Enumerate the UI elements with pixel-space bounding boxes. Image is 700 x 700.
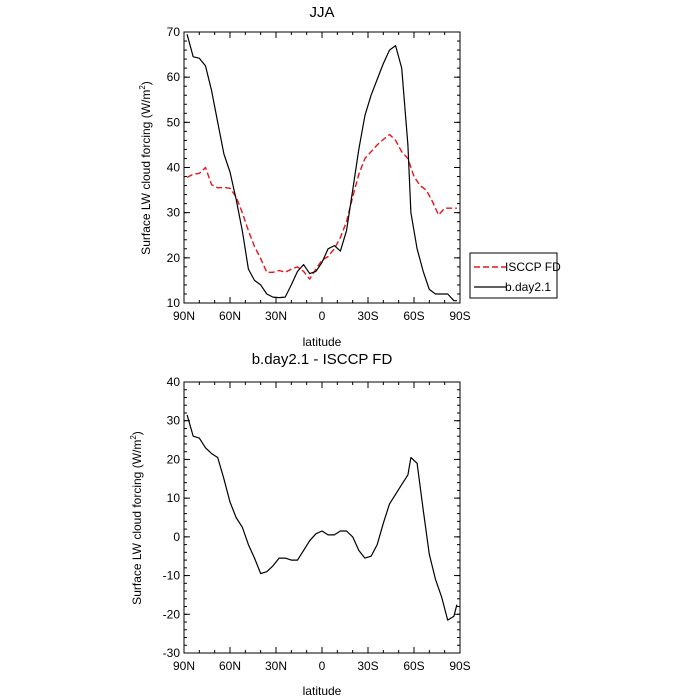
- series-line-isccp-fd: [186, 133, 457, 280]
- x-tick-label: 0: [319, 659, 326, 673]
- chart-top: JJA 90N 60N 30N 0 30S 60S 90S 10 20 30 40 50 60 70 la…: [138, 4, 561, 349]
- x-tick-label: 90N: [173, 659, 195, 673]
- y-axis-label-close: ): [130, 431, 144, 435]
- y-tick-label: 20: [167, 452, 181, 466]
- x-tick-label: 60N: [219, 309, 241, 323]
- y-tick-label: 40: [167, 375, 181, 389]
- y-tick-label: 10: [167, 491, 181, 505]
- legend-label-bday: b.day2.1: [505, 280, 551, 294]
- chart-title: JJA: [309, 4, 334, 21]
- chart-bottom: b.day2.1 - ISCCP FD 90N 60N 30N 0 30S 60S 90S -…: [129, 351, 471, 698]
- y-axis-label-close: ): [139, 81, 153, 85]
- x-axis-label: latitude: [303, 335, 342, 349]
- y-tick-label: 20: [167, 251, 181, 265]
- y-tick-label: 30: [167, 206, 181, 220]
- x-tick-label: 90N: [173, 309, 195, 323]
- x-tick-label: 30N: [265, 309, 287, 323]
- y-tick-label: 50: [167, 115, 181, 129]
- y-tick-label: 10: [167, 296, 181, 310]
- x-tick-label: 90S: [449, 309, 470, 323]
- chart-title: b.day2.1 - ISCCP FD: [252, 351, 393, 368]
- series-group: [186, 414, 458, 621]
- y-tick-label: 70: [167, 25, 181, 39]
- y-tick-label: -30: [163, 646, 181, 660]
- legend-box: [469, 252, 558, 299]
- y-tick-label: 60: [167, 70, 181, 84]
- x-tick-label: 30S: [357, 309, 378, 323]
- x-tick-label: 60N: [219, 659, 241, 673]
- y-tick-label: 30: [167, 414, 181, 428]
- legend: ISCCP FD b.day2.1: [469, 252, 561, 299]
- y-tick-label: -20: [163, 607, 181, 621]
- x-tick-label: 30S: [357, 659, 378, 673]
- y-axis-label: Surface LW cloud forcing (W/m2): [129, 431, 144, 605]
- x-axis-label: latitude: [303, 684, 342, 698]
- y-tick-label: 0: [173, 530, 180, 544]
- x-tick-label: 90S: [449, 659, 470, 673]
- plot-frame: [183, 381, 461, 654]
- x-tick-label: 0: [319, 309, 326, 323]
- y-axis-label: Surface LW cloud forcing (W/m2): [138, 81, 153, 255]
- x-tick-label: 60S: [403, 309, 424, 323]
- y-axis-label-main: Surface LW cloud forcing (W/m: [130, 440, 144, 605]
- series-line-b-day2-1: [186, 34, 457, 302]
- x-tick-label: 30N: [265, 659, 287, 673]
- legend-label-isccp: ISCCP FD: [505, 260, 561, 274]
- y-tick-label: -10: [163, 569, 181, 583]
- series-group: [186, 34, 457, 302]
- y-axis-label-sup: 2: [129, 435, 138, 440]
- series-line-b-day2-1-isccp-fd: [186, 414, 458, 621]
- axis-ticks: 90N 60N 30N 0 30S 60S 90S -30 -20 -10 0 10 20 30 40: [163, 375, 471, 673]
- y-axis-label-main: Surface LW cloud forcing (W/m: [139, 90, 153, 255]
- y-tick-label: 40: [167, 161, 181, 175]
- axis-ticks: 90N 60N 30N 0 30S 60S 90S 10 20 30 40 50 60 70: [167, 25, 471, 323]
- x-tick-label: 60S: [403, 659, 424, 673]
- y-axis-label-sup: 2: [138, 85, 147, 90]
